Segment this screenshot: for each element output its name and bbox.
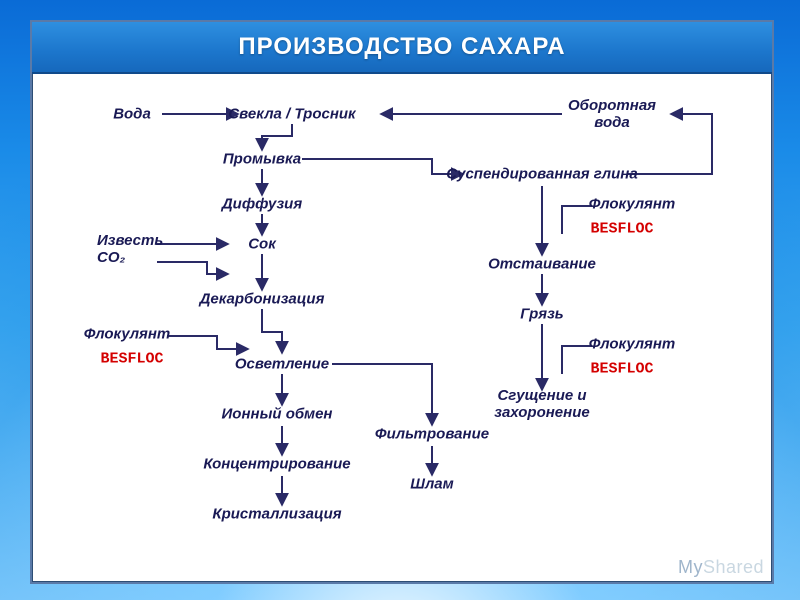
edge-12 [302, 159, 462, 174]
diagram-panel: ПРОИЗВОДСТВО САХАРА Вода Свекла / Тросник… [30, 20, 774, 584]
node-osvet: Осветление [235, 356, 329, 373]
edge-18 [562, 346, 592, 374]
node-diffuzia: Диффузия [222, 196, 302, 213]
node-flok_l: Флокулянт [84, 326, 171, 343]
node-otst: Отстаивание [488, 256, 596, 273]
water-background: ПРОИЗВОДСТВО САХАРА Вода Свекла / Тросник… [0, 0, 800, 600]
edge-14 [562, 206, 592, 234]
edge-11 [167, 336, 247, 349]
node-izvest: ИзвестьCO₂ [97, 232, 163, 266]
node-sok: Сок [248, 236, 276, 253]
node-flok_r2: Флокулянт [589, 336, 676, 353]
brand-b2: BESFLOC [590, 221, 653, 238]
node-konc: Концентрирование [203, 456, 350, 473]
edge-20 [332, 364, 432, 424]
node-ion: Ионный обмен [222, 406, 333, 423]
node-krist: Кристаллизация [212, 506, 341, 523]
node-susp: Суспендированная глина [446, 166, 637, 183]
page-title: ПРОИЗВОДСТВО САХАРА [238, 33, 565, 61]
node-sgush: Сгущение изахоронение [494, 387, 589, 421]
node-svekla: Свекла / Тросник [228, 106, 355, 123]
node-oborot: Оборотнаявода [568, 97, 656, 131]
node-dekarb: Декарбонизация [200, 291, 325, 308]
edge-10 [157, 262, 227, 274]
node-gryaz: Грязь [520, 306, 563, 323]
brand-b1: BESFLOC [100, 351, 163, 368]
title-bar: ПРОИЗВОДСТВО САХАРА [32, 22, 772, 74]
node-shlam: Шлам [410, 476, 453, 493]
edge-5 [262, 309, 282, 352]
flow-canvas: Вода Свекла / Тросник Оборотнаявода Промывк… [32, 74, 772, 582]
node-flok_r1: Флокулянт [589, 196, 676, 213]
edge-1 [262, 124, 292, 149]
node-voda: Вода [113, 106, 151, 123]
watermark: MyShared [678, 557, 764, 578]
node-promyvka: Промывка [223, 151, 301, 168]
brand-b3: BESFLOC [590, 361, 653, 378]
node-filtr: Фильтрование [375, 426, 489, 443]
